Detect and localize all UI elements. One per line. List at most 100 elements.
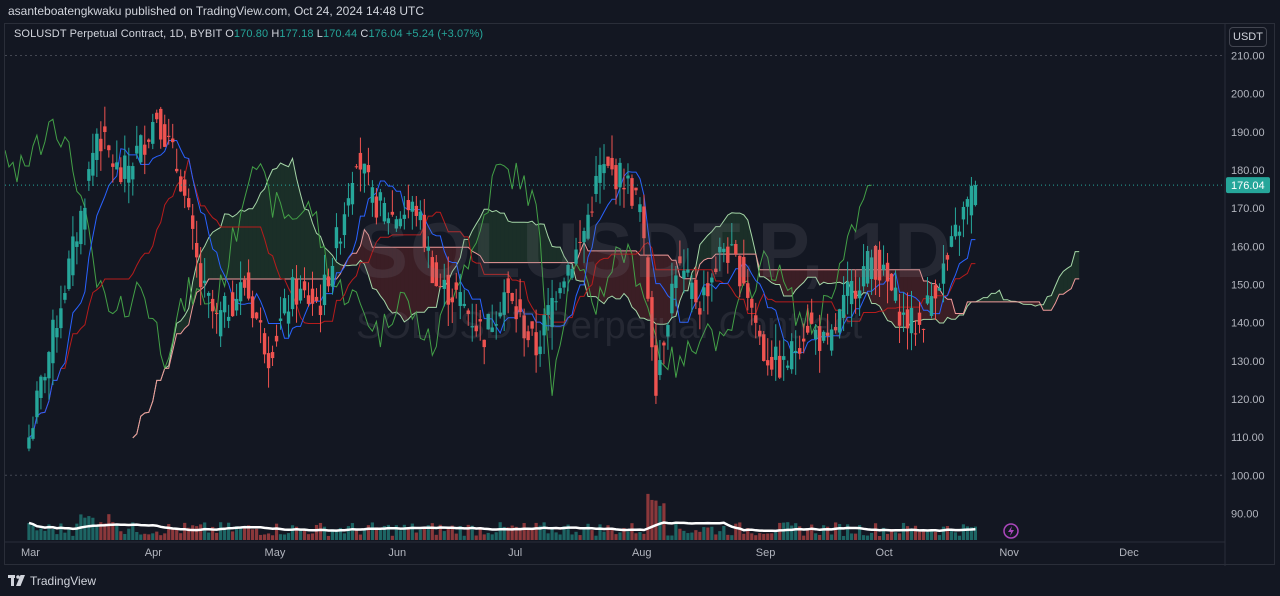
cloud-segment [384, 247, 389, 309]
candle-body [222, 295, 227, 313]
candle-body [658, 360, 662, 376]
volume-bar [570, 534, 574, 540]
volume-bar [442, 531, 446, 540]
volume-bar [247, 525, 251, 540]
volume-bar [470, 525, 474, 540]
volume-bar [925, 531, 930, 540]
cloud-segment [947, 299, 952, 320]
time-tick-label: May [265, 547, 286, 559]
volume-bar [207, 532, 211, 540]
cloud-segment [268, 169, 273, 279]
volume-bar [414, 532, 418, 540]
volume-bar [586, 523, 590, 540]
price-tick-label: 180.00 [1231, 165, 1265, 177]
candle-body [578, 242, 582, 244]
volume-bar [969, 527, 974, 540]
candle-body [346, 198, 351, 206]
candle-body [318, 305, 323, 316]
volume-ma-line [28, 521, 976, 533]
candle-body [394, 219, 399, 229]
cloud-segment [588, 250, 593, 297]
cloud-segment [524, 222, 529, 263]
volume-bar [746, 528, 750, 540]
cloud-segment [300, 194, 305, 279]
candle-body [558, 288, 562, 294]
candlestick-chart[interactable]: 210.00 200.00 190.00 180.00 170.00 160.00 150.… [5, 24, 1276, 566]
volume-bar [850, 533, 854, 540]
volume-bar [965, 526, 970, 540]
volume-bar [945, 526, 950, 540]
candle-body [206, 292, 211, 296]
cloud-segment [983, 297, 988, 302]
volume-bar [921, 531, 926, 540]
volume-bar [199, 524, 203, 540]
volume-bar [231, 531, 235, 540]
volume-bar [87, 516, 91, 540]
cloud-segment [548, 236, 553, 263]
candle-body [778, 355, 782, 378]
cloud-segment [464, 239, 469, 248]
candle-body [79, 210, 83, 245]
volume-bar [362, 529, 367, 540]
volume-bar [598, 524, 602, 540]
volume-bar [885, 533, 890, 540]
volume-bar [63, 532, 67, 540]
candle-body [350, 183, 355, 205]
candle-body [921, 328, 926, 330]
candle-body [234, 298, 239, 311]
cloud-segment [1027, 301, 1032, 305]
volume-bar [846, 524, 850, 540]
candle-body [790, 341, 794, 370]
lightning-bolt-icon[interactable] [1003, 523, 1019, 539]
candle-body [186, 198, 191, 208]
cloud-segment [1035, 301, 1040, 307]
candle-body [610, 157, 614, 170]
chart-pane[interactable]: 210.00 200.00 190.00 180.00 170.00 160.00 150.… [4, 23, 1276, 566]
volume-bar [167, 524, 171, 540]
volume-bar [802, 535, 806, 540]
volume-bar [486, 532, 490, 540]
candle-body [809, 312, 814, 324]
cloud-segment [1023, 301, 1028, 305]
candle-body [654, 345, 658, 396]
volume-bar [826, 526, 830, 540]
candle-body [59, 308, 63, 329]
candle-body [873, 245, 878, 280]
cloud-segment [492, 210, 497, 263]
volume-bar [286, 533, 291, 540]
volume-bar [566, 524, 570, 540]
cloud-segment [1003, 299, 1008, 302]
candle-body [762, 334, 766, 361]
volume-bar [131, 522, 135, 540]
cloud-segment [787, 269, 792, 296]
cloud-segment [420, 247, 425, 313]
volume-bar [278, 534, 283, 540]
tradingview-logo[interactable]: TradingView [8, 574, 96, 588]
cloud-segment [791, 269, 796, 296]
cloud-segment [807, 269, 812, 278]
volume-bar [326, 535, 331, 540]
volume-bar [606, 525, 610, 540]
volume-bar [55, 534, 59, 540]
volume-bar [31, 525, 35, 540]
volume-bar [762, 533, 766, 540]
candle-body [726, 246, 730, 263]
last-price-tag [1226, 177, 1270, 194]
cloud-segment [496, 210, 501, 263]
currency-unit-button[interactable]: USDT [1229, 27, 1267, 47]
volume-bar [410, 523, 414, 540]
candle-body [961, 206, 966, 220]
candle-body [973, 185, 978, 206]
volume-bar [622, 527, 626, 540]
cloud-segment [472, 223, 477, 254]
volume-bar [666, 535, 670, 540]
candle-body [171, 138, 175, 143]
cloud-segment [799, 269, 804, 287]
cloud-segment [711, 226, 716, 259]
volume-bar [266, 533, 271, 540]
candle-body [849, 280, 854, 305]
candle-body [422, 214, 427, 248]
volume-bar [893, 532, 898, 540]
candle-body [718, 246, 722, 253]
candle-body [670, 283, 674, 314]
